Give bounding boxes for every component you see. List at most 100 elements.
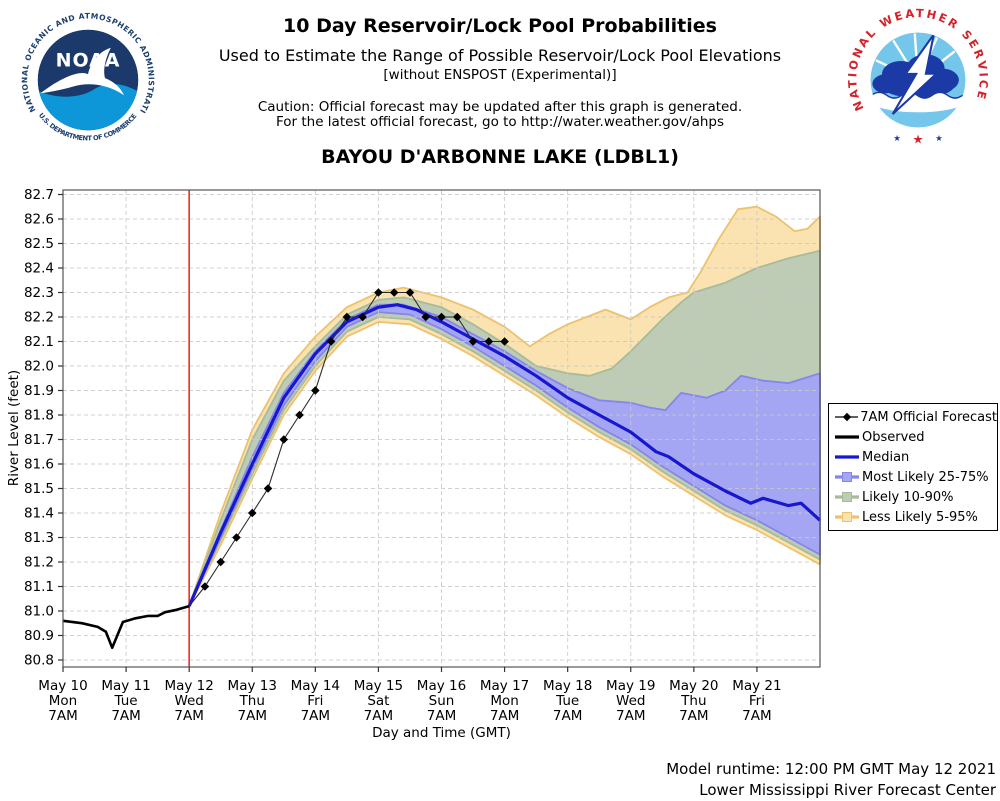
legend-label: Likely 10-90% [862, 489, 954, 505]
x-tick-time: 7AM [553, 708, 582, 724]
x-tick-date: May 20 [669, 678, 718, 694]
forecast-diamond-marker [311, 386, 320, 395]
x-tick-date: May 21 [732, 678, 781, 694]
square-line-legend-marker [835, 492, 859, 502]
legend-label: 7AM Official Forecast [860, 409, 997, 425]
y-tick-label: 81.7 [24, 432, 54, 448]
x-tick-dow: Thu [680, 693, 706, 709]
y-tick-label: 80.8 [24, 653, 54, 669]
chart-legend: 7AM Official Forecast Observed Median Most … [828, 403, 998, 531]
x-tick-time: 7AM [48, 708, 77, 724]
noaa-logo-icon: NATIONAL OCEANIC AND ATMOSPHERIC ADMINIS… [20, 11, 156, 142]
caution-line-1: Caution: Official forecast may be update… [257, 99, 743, 115]
model-runtime-text: Model runtime: 12:00 PM GMT May 12 2021 [666, 760, 996, 778]
forecast-diamond-marker [437, 312, 446, 322]
station-title: BAYOU D'ARBONNE LAKE (LDBL1) [321, 146, 679, 168]
forecast-diamond-marker [263, 484, 273, 493]
x-tick-time: 7AM [427, 708, 456, 724]
legend-label: Most Likely 25-75% [862, 469, 989, 485]
nws-sea-wave [871, 92, 965, 113]
nws-emblem [870, 32, 966, 128]
legend-item: Less Likely 5-95% [834, 507, 997, 527]
x-tick-time: 7AM [301, 708, 330, 724]
forecast-diamond-marker [468, 337, 478, 346]
forecast-diamond-marker [200, 582, 210, 591]
line-legend-marker [835, 455, 859, 459]
forecast-diamond-marker [247, 508, 257, 518]
y-tick-label: 82.3 [24, 285, 54, 301]
forecast-diamond-marker [500, 337, 509, 346]
x-tick-time: 7AM [238, 708, 267, 724]
observed-line [62, 604, 190, 650]
page-subtitle: Used to Estimate the Range of Possible R… [218, 46, 782, 65]
x-tick-dow: Sat [367, 693, 389, 709]
x-tick-dow: Mon [490, 693, 518, 709]
square-line-legend-marker [835, 512, 859, 522]
x-tick-dow: Mon [49, 693, 77, 709]
x-axis-label: Day and Time (GMT) [372, 725, 511, 741]
nws-stars: ★ ★ ★ [893, 133, 943, 147]
x-tick-dow: Wed [616, 693, 645, 709]
y-tick-label: 82.6 [24, 212, 54, 228]
forecast-diamond-marker [295, 410, 304, 420]
y-tick-label: 81.6 [24, 457, 54, 473]
x-tick-date: May 15 [354, 678, 403, 694]
x-tick-date: May 19 [606, 678, 655, 694]
forecast-diamond-marker [389, 288, 399, 297]
x-tick-date: May 11 [101, 678, 150, 694]
x-tick-dow: Fri [307, 693, 323, 709]
nws-logo-icon: NATIONAL WEATHER SERVICE ★ ★ ★ [845, 6, 989, 147]
x-tick-time: 7AM [490, 708, 519, 724]
x-tick-dow: Wed [174, 693, 203, 709]
x-tick-dow: Sun [429, 693, 455, 709]
x-tick-dow: Tue [555, 693, 579, 709]
y-tick-label: 82.5 [24, 236, 54, 252]
x-tick-date: May 18 [543, 678, 592, 694]
x-tick-date: May 12 [164, 678, 213, 694]
enspost-note: [without ENSPOST (Experimental)] [383, 67, 617, 83]
forecast-diamond-marker [358, 312, 367, 322]
y-tick-label: 81.1 [24, 579, 54, 595]
forecast-diamond-marker [421, 312, 431, 322]
legend-item: 7AM Official Forecast [834, 407, 997, 427]
x-tick-date: May 13 [228, 678, 277, 694]
legend-item: Observed [834, 427, 997, 447]
y-tick-label: 81.9 [24, 383, 54, 399]
x-tick-time: 7AM [679, 708, 708, 724]
nws-lightning-bolt-icon [891, 33, 940, 115]
x-tick-date: May 14 [291, 678, 340, 694]
median-line [187, 303, 822, 607]
y-tick-label: 81.3 [24, 530, 54, 546]
y-axis-label: River Level (feet) [6, 370, 22, 486]
svg-text:★: ★ [893, 134, 901, 144]
legend-item: Median [834, 447, 997, 467]
forecast-diamond-marker [326, 337, 336, 346]
x-tick-dow: Fri [749, 693, 765, 709]
legend-item: Most Likely 25-75% [834, 467, 997, 487]
y-tick-label: 80.9 [24, 628, 54, 644]
y-tick-label: 82.7 [24, 187, 54, 203]
diamond-line-legend-marker [835, 412, 859, 422]
svg-text:★: ★ [912, 133, 923, 147]
page-title: 10 Day Reservoir/Lock Pool Probabilities [283, 15, 717, 37]
forecast-diamond-marker [216, 557, 226, 567]
x-tick-date: May 16 [417, 678, 466, 694]
legend-label: Observed [862, 429, 925, 445]
x-tick-time: 7AM [111, 708, 140, 724]
y-tick-label: 82.2 [24, 310, 54, 326]
footer: Model runtime: 12:00 PM GMT May 12 2021 … [666, 759, 996, 801]
forecast-diamond-marker [342, 312, 352, 322]
forecast-diamond-marker [405, 288, 415, 297]
y-tick-label: 81.5 [24, 481, 54, 497]
y-tick-label: 81.2 [24, 555, 54, 571]
noaa-acronym-text: NOAA [56, 50, 121, 72]
forecast-diamond-marker [279, 435, 289, 444]
square-line-legend-marker [835, 472, 859, 482]
y-tick-label: 82.4 [24, 261, 54, 277]
noaa-emblem: NOAA [37, 29, 139, 131]
x-tick-time: 7AM [616, 708, 645, 724]
forecast-diamond-marker [374, 288, 383, 297]
y-tick-label: 81.0 [24, 604, 54, 620]
